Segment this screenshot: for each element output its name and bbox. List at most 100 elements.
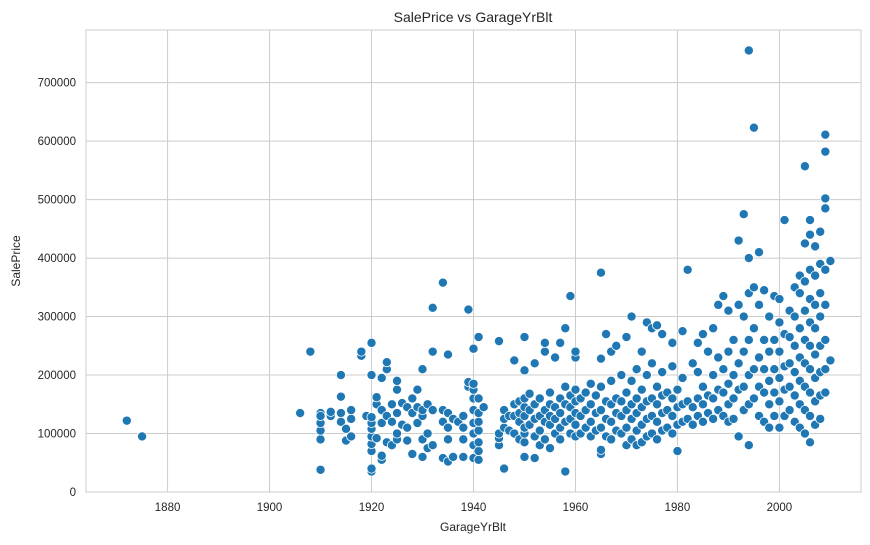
x-tick-label: 1960	[563, 502, 589, 514]
data-point	[789, 367, 800, 378]
data-point	[636, 384, 647, 395]
data-point	[595, 353, 606, 364]
data-point	[534, 393, 545, 404]
data-point	[703, 346, 714, 357]
data-point	[437, 277, 448, 288]
data-point	[121, 415, 132, 426]
data-point	[784, 381, 795, 392]
data-point	[820, 264, 831, 275]
data-point	[810, 270, 821, 281]
data-point	[366, 370, 377, 381]
x-tick-label: 2000	[767, 502, 793, 514]
data-point	[810, 349, 821, 360]
data-point	[784, 358, 795, 369]
data-point	[692, 367, 703, 378]
data-point	[295, 408, 306, 419]
data-point	[137, 431, 148, 442]
plot-frame	[85, 29, 862, 493]
data-point	[366, 412, 377, 423]
data-point	[325, 406, 336, 417]
data-point	[743, 440, 754, 451]
data-point	[590, 390, 601, 401]
data-point	[468, 378, 479, 389]
data-point	[723, 378, 734, 389]
data-point	[626, 375, 637, 386]
data-point	[774, 317, 785, 328]
chart-title: SalePrice vs GarageYrBlt	[394, 9, 553, 25]
data-point	[733, 299, 744, 310]
x-axis-label: GarageYrBlt	[440, 520, 507, 534]
data-point	[805, 215, 816, 226]
data-point	[412, 384, 423, 395]
data-point	[366, 463, 377, 474]
data-point	[427, 302, 438, 313]
data-point	[743, 253, 754, 264]
data-point	[473, 454, 484, 465]
data-point	[376, 417, 387, 428]
data-point	[443, 434, 454, 445]
data-point	[560, 466, 571, 477]
data-point	[595, 267, 606, 278]
data-point	[585, 378, 596, 389]
data-point	[376, 450, 387, 461]
data-point	[386, 416, 397, 427]
data-point	[794, 288, 805, 299]
data-point	[769, 387, 780, 398]
data-point	[641, 370, 652, 381]
data-point	[820, 299, 831, 310]
data-point	[366, 337, 377, 348]
data-point	[728, 370, 739, 381]
data-point	[652, 381, 663, 392]
data-point	[580, 387, 591, 398]
data-point	[718, 387, 729, 398]
data-point	[402, 435, 413, 446]
data-point	[392, 375, 403, 386]
y-tick-label: 100000	[38, 429, 76, 441]
data-point	[539, 434, 550, 445]
data-point	[386, 399, 397, 410]
data-point	[524, 388, 535, 399]
data-point	[631, 393, 642, 404]
data-point	[468, 343, 479, 354]
data-point	[606, 416, 617, 427]
data-point	[748, 393, 759, 404]
data-point	[463, 304, 474, 315]
data-point	[667, 337, 678, 348]
y-tick-label: 200000	[38, 370, 76, 382]
data-point	[652, 416, 663, 427]
data-point	[805, 437, 816, 448]
data-point	[555, 408, 566, 419]
data-point	[769, 334, 780, 345]
data-point	[764, 311, 775, 322]
data-point	[708, 393, 719, 404]
data-point	[473, 425, 484, 436]
data-point	[427, 405, 438, 416]
data-point	[417, 451, 428, 462]
data-point	[738, 381, 749, 392]
data-point	[774, 396, 785, 407]
data-point	[315, 410, 326, 421]
data-point	[381, 357, 392, 368]
data-point	[820, 334, 831, 345]
data-point	[682, 264, 693, 275]
data-point	[616, 396, 627, 407]
data-point	[519, 437, 530, 448]
data-point	[529, 453, 540, 464]
data-point	[407, 448, 418, 459]
data-point	[626, 311, 637, 322]
data-point	[764, 422, 775, 433]
data-point	[458, 434, 469, 445]
data-points	[121, 45, 836, 477]
data-point	[764, 375, 775, 386]
data-point	[774, 422, 785, 433]
data-point	[738, 311, 749, 322]
data-point	[820, 193, 831, 204]
data-point	[493, 336, 504, 347]
data-point	[799, 161, 810, 172]
data-point	[417, 364, 428, 375]
data-point	[738, 209, 749, 220]
data-point	[723, 305, 734, 316]
data-point	[733, 431, 744, 442]
data-point	[789, 311, 800, 322]
data-point	[427, 346, 438, 357]
